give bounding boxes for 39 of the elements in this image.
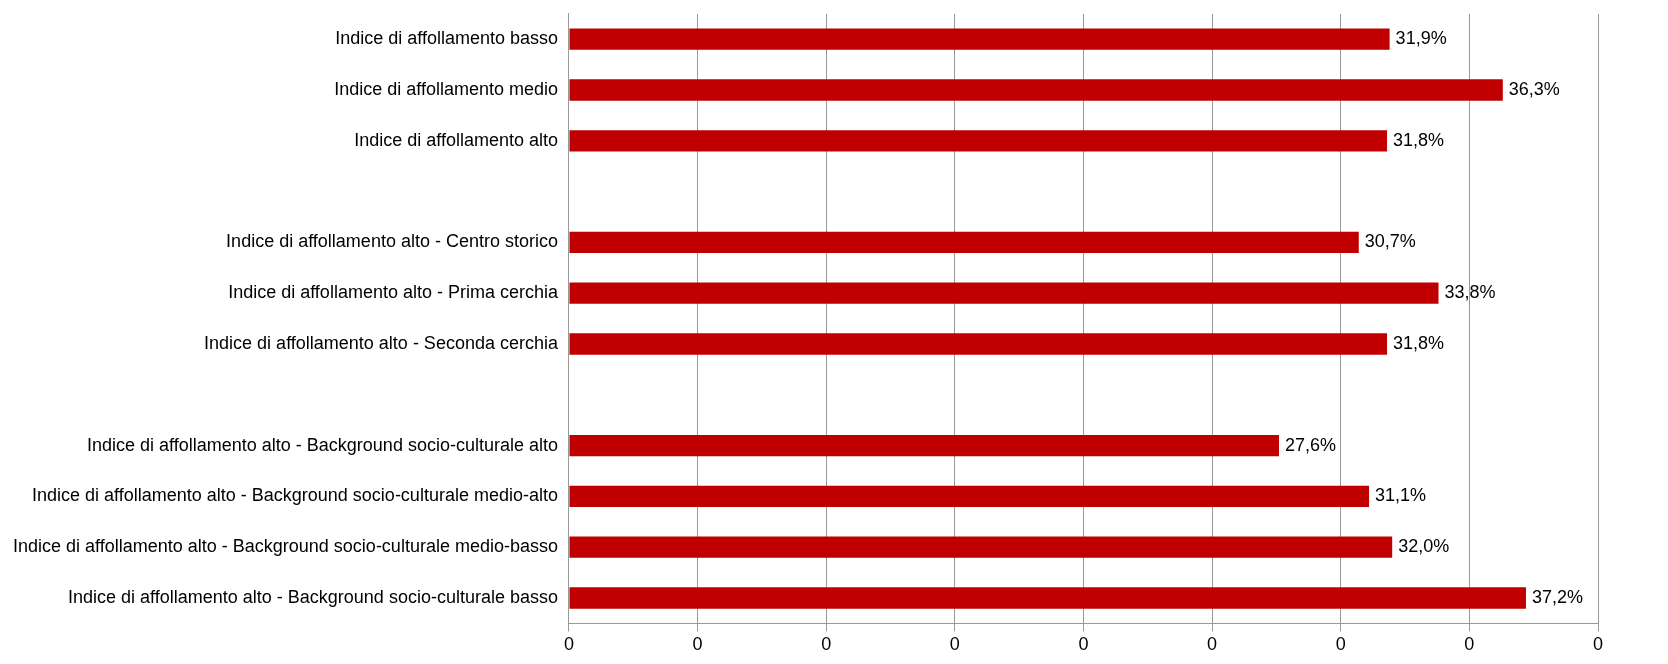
data-label: 31,1%: [1375, 485, 1427, 506]
bar: [569, 587, 1526, 609]
x-tick-label: 0: [563, 634, 574, 655]
x-tick-label: 0: [1207, 634, 1218, 655]
bar: [569, 28, 1390, 50]
y-tick-label: Indice di affollamento alto - Background socio-culturale medio-alto: [32, 485, 558, 506]
y-tick-label: Indice di affollamento alto - Prima cerchia: [228, 282, 559, 303]
y-tick-label: Indice di affollamento medio: [334, 78, 558, 99]
x-tick-label: 0: [692, 634, 703, 655]
x-tick-label: 0: [821, 634, 832, 655]
y-tick-label: Indice di affollamento alto - Centro storico: [226, 231, 558, 252]
bar: [569, 130, 1388, 152]
data-label: 33,8%: [1444, 282, 1496, 303]
y-tick-label: Indice di affollamento alto - Background socio-culturale alto: [87, 434, 558, 455]
x-tick-label: 0: [1464, 634, 1475, 655]
data-label: 32,0%: [1398, 536, 1450, 557]
bar: [569, 79, 1503, 101]
bar: [569, 231, 1359, 254]
data-label: 27,6%: [1285, 434, 1337, 455]
data-label: 30,7%: [1364, 231, 1416, 252]
y-tick-label: Indice di affollamento alto - Background socio-culturale basso: [68, 586, 558, 607]
y-tick-label: Indice di affollamento alto - Background socio-culturale medio-basso: [13, 536, 558, 557]
data-label: 31,8%: [1393, 129, 1445, 150]
data-label: 37,2%: [1531, 586, 1584, 607]
x-tick-label: 0: [1078, 634, 1089, 655]
y-tick-label: Indice di affollamento basso: [335, 28, 558, 49]
data-label: 36,3%: [1508, 78, 1560, 99]
bar: [569, 485, 1370, 508]
y-tick-label: Indice di affollamento alto - Seconda cerchia: [204, 332, 559, 353]
bar: [569, 333, 1388, 355]
bar: [569, 434, 1279, 457]
x-tick-label: 0: [1335, 634, 1346, 655]
x-tick-label: 0: [1592, 634, 1604, 655]
data-label: 31,9%: [1395, 28, 1447, 49]
data-label: 31,8%: [1393, 332, 1445, 353]
bar: [569, 282, 1439, 304]
x-tick-label: 0: [949, 634, 960, 655]
bar: [569, 536, 1393, 558]
y-tick-label: Indice di affollamento alto: [354, 129, 558, 150]
